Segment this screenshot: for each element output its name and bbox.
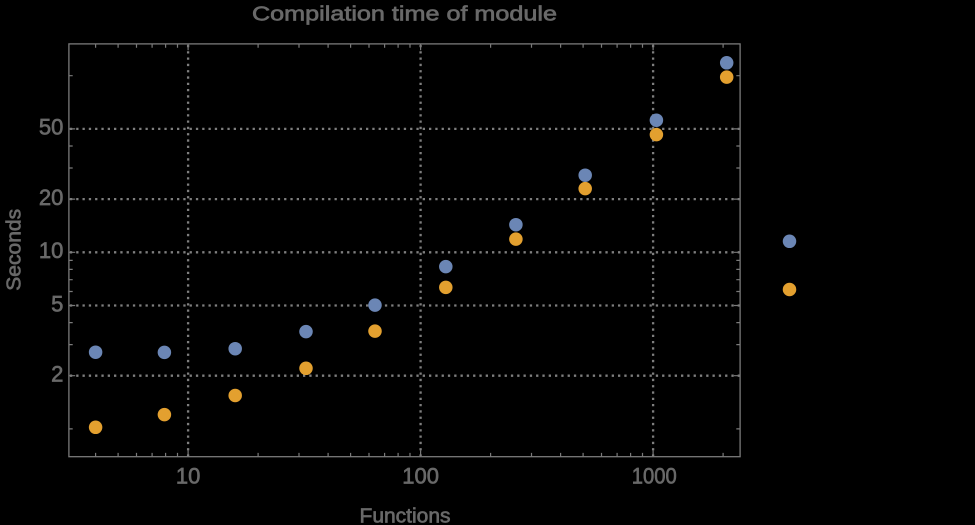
svg-text:Compilation time of module: Compilation time of module [252,3,557,26]
svg-text:10: 10 [39,238,63,263]
svg-text:100: 100 [402,463,439,488]
svg-text:Functions: Functions [360,506,451,525]
svg-text:5: 5 [51,291,63,316]
svg-text:20: 20 [39,185,63,210]
svg-text:50: 50 [39,115,63,140]
svg-text:Seconds: Seconds [3,209,25,291]
svg-text:1000: 1000 [632,463,677,488]
svg-text:2: 2 [51,362,63,387]
svg-text:10: 10 [176,463,200,488]
